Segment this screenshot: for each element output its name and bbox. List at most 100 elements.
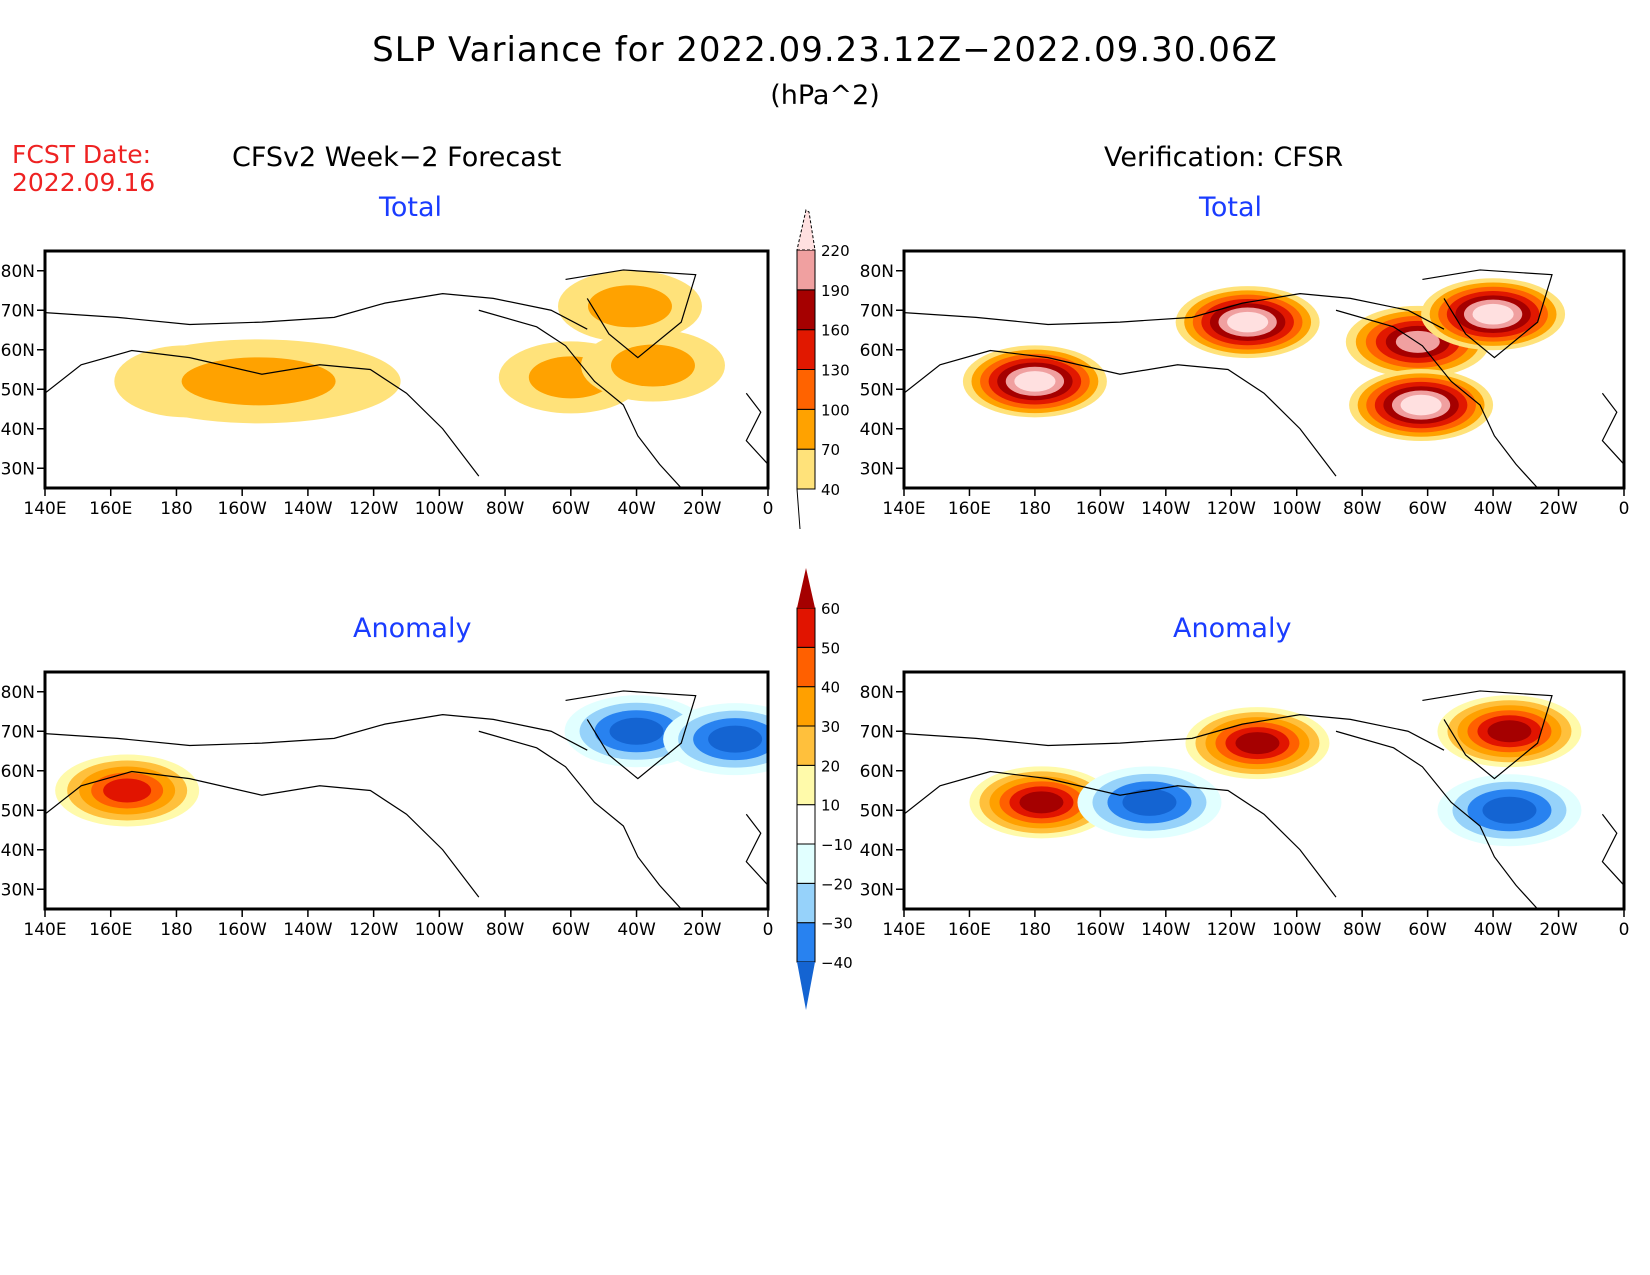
y-tick-label: 70N — [860, 301, 894, 321]
x-tick-label: 180 — [160, 920, 192, 940]
colorbar-anomaly-swatch — [796, 725, 816, 766]
colorbar-anomaly-label: 40 — [821, 679, 840, 697]
contour-n-pacific-max-220 — [1014, 371, 1056, 392]
y-tick-label: 50N — [860, 801, 894, 821]
contour-kamchatka-max-50 — [103, 778, 152, 803]
verification-total-subtitle: Total — [1199, 192, 1263, 223]
chart-title: SLP Variance for 2022.09.23.12Z−2022.09.… — [372, 30, 1278, 70]
x-tick-label: 80W — [1343, 920, 1382, 940]
x-tick-label: 60W — [552, 499, 591, 519]
map-panel-verification-anomaly: 80N 70N 60N 50N 40N 30N 140E 160E 180 160W 140W 120… — [860, 670, 1629, 940]
x-tick-label: 100W — [1272, 499, 1321, 519]
x-tick-label: 60W — [552, 920, 591, 940]
colorbar-anomaly-bottom-triangle — [797, 962, 815, 1010]
x-tick-label: 0 — [763, 499, 774, 519]
y-tick-label: 80N — [860, 683, 894, 703]
contour-greenland-low--40 — [609, 717, 664, 745]
contour-fills — [969, 695, 1582, 847]
x-tick-label: 100W — [415, 920, 464, 940]
colorbar-total-label: 160 — [821, 322, 850, 340]
x-tick-label: 80W — [486, 920, 525, 940]
x-tick-label: 120W — [349, 920, 398, 940]
colorbar-total-swatch — [796, 329, 816, 370]
map-panel-forecast-total: 80N 70N 60N 50N 40N 30N 140E 160E 180 160W 140W 120… — [1, 249, 774, 519]
x-tick-label: 40W — [1474, 499, 1513, 519]
x-tick-label: 40W — [617, 499, 656, 519]
y-tick-label: 40N — [1, 420, 35, 440]
x-tick-label: 40W — [617, 920, 656, 940]
map-frame — [43, 670, 770, 911]
x-tick-label: 100W — [415, 499, 464, 519]
x-tick-label: 160W — [1076, 920, 1125, 940]
colorbar-total-swatch — [796, 448, 816, 490]
y-tick-label: 80N — [1, 262, 35, 282]
contour-iceland-max-60 — [1487, 720, 1532, 743]
colorbar-anomaly-swatch — [796, 686, 816, 727]
colorbar-anomaly-top-triangle — [797, 568, 815, 608]
colorbar-anomaly-label: 10 — [821, 797, 840, 815]
colorbar-anomaly-label: 50 — [821, 639, 840, 657]
x-tick-label: 40W — [1474, 920, 1513, 940]
left-column-heading: CFSv2 Week−2 Forecast — [232, 142, 562, 173]
colorbar-anomaly-swatch — [796, 804, 816, 845]
colorbar-total-bottom-edge — [796, 488, 801, 530]
colorbar-total-top-triangle — [796, 209, 816, 251]
x-tick-label: 160E — [89, 499, 132, 519]
y-tick-label: 70N — [1, 301, 35, 321]
x-tick-label: 60W — [1408, 499, 1447, 519]
verification-anomaly-subtitle: Anomaly — [1173, 613, 1292, 644]
x-tick-label: 20W — [1539, 920, 1578, 940]
x-tick-label: 80W — [1343, 499, 1382, 519]
contour-greenland-70 — [587, 285, 672, 328]
y-tick-label: 30N — [860, 459, 894, 479]
contour-canada-max-220 — [1227, 311, 1269, 333]
colorbar-total-swatch — [796, 369, 816, 410]
x-tick-label: 60W — [1408, 920, 1447, 940]
x-tick-label: 80W — [486, 499, 525, 519]
y-tick-label: 70N — [860, 722, 894, 742]
map-panel-verification-total: 80N 70N 60N 50N 40N 30N 140E 160E 180 160W 140W 120… — [860, 249, 1629, 519]
colorbar-anomaly-label: −10 — [821, 836, 853, 854]
x-tick-label: 120W — [1207, 920, 1256, 940]
y-tick-label: 60N — [860, 341, 894, 361]
colorbar-total-label: 130 — [821, 362, 850, 380]
forecast-anomaly-subtitle: Anomaly — [353, 613, 472, 644]
colorbar-anomaly-label: −20 — [821, 875, 853, 893]
x-tick-label: 160E — [948, 499, 991, 519]
x-tick-label: 140W — [1141, 920, 1190, 940]
x-tick-label: 100W — [1272, 920, 1321, 940]
x-tick-label: 20W — [683, 920, 722, 940]
y-tick-label: 30N — [860, 880, 894, 900]
colorbar-anomaly-label: −30 — [821, 915, 853, 933]
colorbar-anomaly-swatch — [796, 882, 816, 924]
chart-units: (hPa^2) — [770, 80, 880, 111]
contour-atlantic-low--40 — [1482, 796, 1537, 824]
y-tick-label: 40N — [1, 841, 35, 861]
colorbar-total-label: 190 — [821, 282, 850, 300]
map-panel-forecast-anomaly: 80N 70N 60N 50N 40N 30N 140E 160E 180 160W 140W 120… — [1, 670, 773, 940]
contour-fills — [55, 695, 768, 827]
colorbar-anomaly-swatch — [796, 607, 816, 648]
fcst-label: FCST Date: — [12, 140, 152, 169]
x-tick-label: 140E — [882, 920, 925, 940]
right-column-heading: Verification: CFSR — [1104, 142, 1344, 173]
contour-gulf-of-alaska-low--40 — [1122, 788, 1177, 816]
x-tick-label: 140W — [283, 499, 332, 519]
contour-iceland-max-220 — [1472, 303, 1514, 325]
x-tick-label: 160W — [218, 499, 267, 519]
y-tick-label: 30N — [1, 880, 35, 900]
x-tick-label: 160E — [948, 920, 991, 940]
y-tick-label: 80N — [1, 683, 35, 703]
x-tick-label: 140W — [283, 920, 332, 940]
x-tick-label: 120W — [349, 499, 398, 519]
coastlines — [45, 690, 768, 909]
x-tick-label: 20W — [1539, 499, 1578, 519]
colorbar-total: 220 190 160 130 100 70 40 — [796, 209, 850, 530]
x-tick-label: 160W — [1076, 499, 1125, 519]
colorbar-anomaly-label: 20 — [821, 757, 840, 775]
colorbar-anomaly-label: 30 — [821, 718, 840, 736]
x-tick-label: 140W — [1141, 499, 1190, 519]
y-tick-label: 50N — [1, 801, 35, 821]
x-tick-label: 160W — [218, 920, 267, 940]
